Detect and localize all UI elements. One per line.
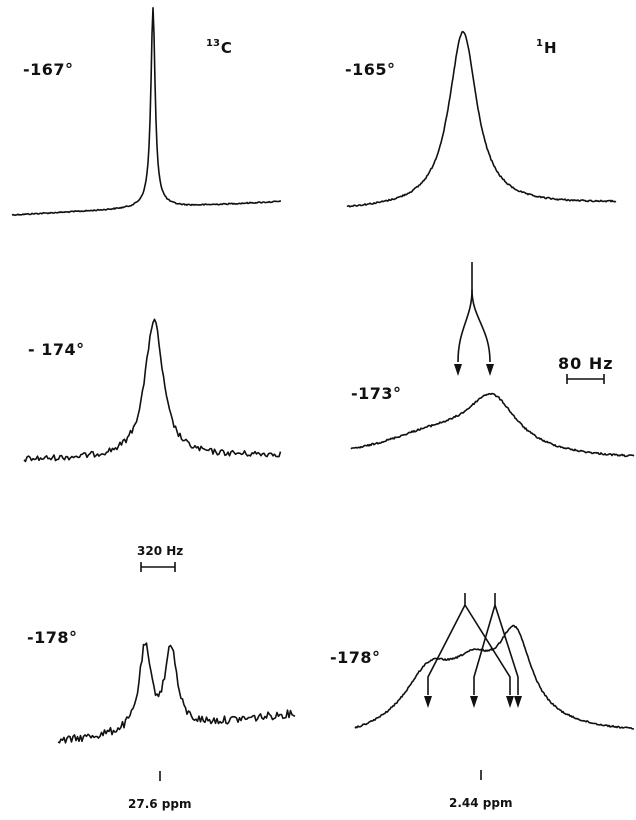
c13-spectrum-minus178 [57,642,296,744]
carbon-nucleus-label: 13C [206,38,232,57]
c13-spectrum-minus167 [11,7,282,217]
carbon-symbol: C [220,39,232,57]
splitting-diagram-minus178 [424,593,522,708]
temp-label-c-167: -167° [23,60,74,79]
carbon-reference-label: 27.6 ppm [128,797,192,811]
proton-nucleus-label: 1H [536,38,557,57]
proton-reference-label: 2.44 ppm [449,796,513,810]
h1-spectrum-minus178 [354,624,635,730]
proton-scale-bar-label: 80 Hz [558,354,614,373]
h1-spectrum-minus173 [350,392,635,458]
c13-spectrum-minus174 [23,318,282,463]
proton-mass-number: 1 [536,38,543,49]
carbon-scale-bar-label: 320 Hz [137,544,184,558]
temp-label-c-174: - 174° [28,340,85,359]
carbon-scale-bar [140,562,176,572]
splitting-diagram-minus173 [454,262,494,376]
carbon-mass-number: 13 [206,38,220,49]
temp-label-h-173: -173° [351,384,402,403]
temp-label-h-178: -178° [330,648,381,667]
proton-scale-bar [566,374,605,384]
temp-label-c-178: -178° [27,628,78,647]
temp-label-h-165: -165° [345,60,396,79]
proton-symbol: H [543,39,557,57]
h1-spectrum-minus165 [346,30,617,208]
